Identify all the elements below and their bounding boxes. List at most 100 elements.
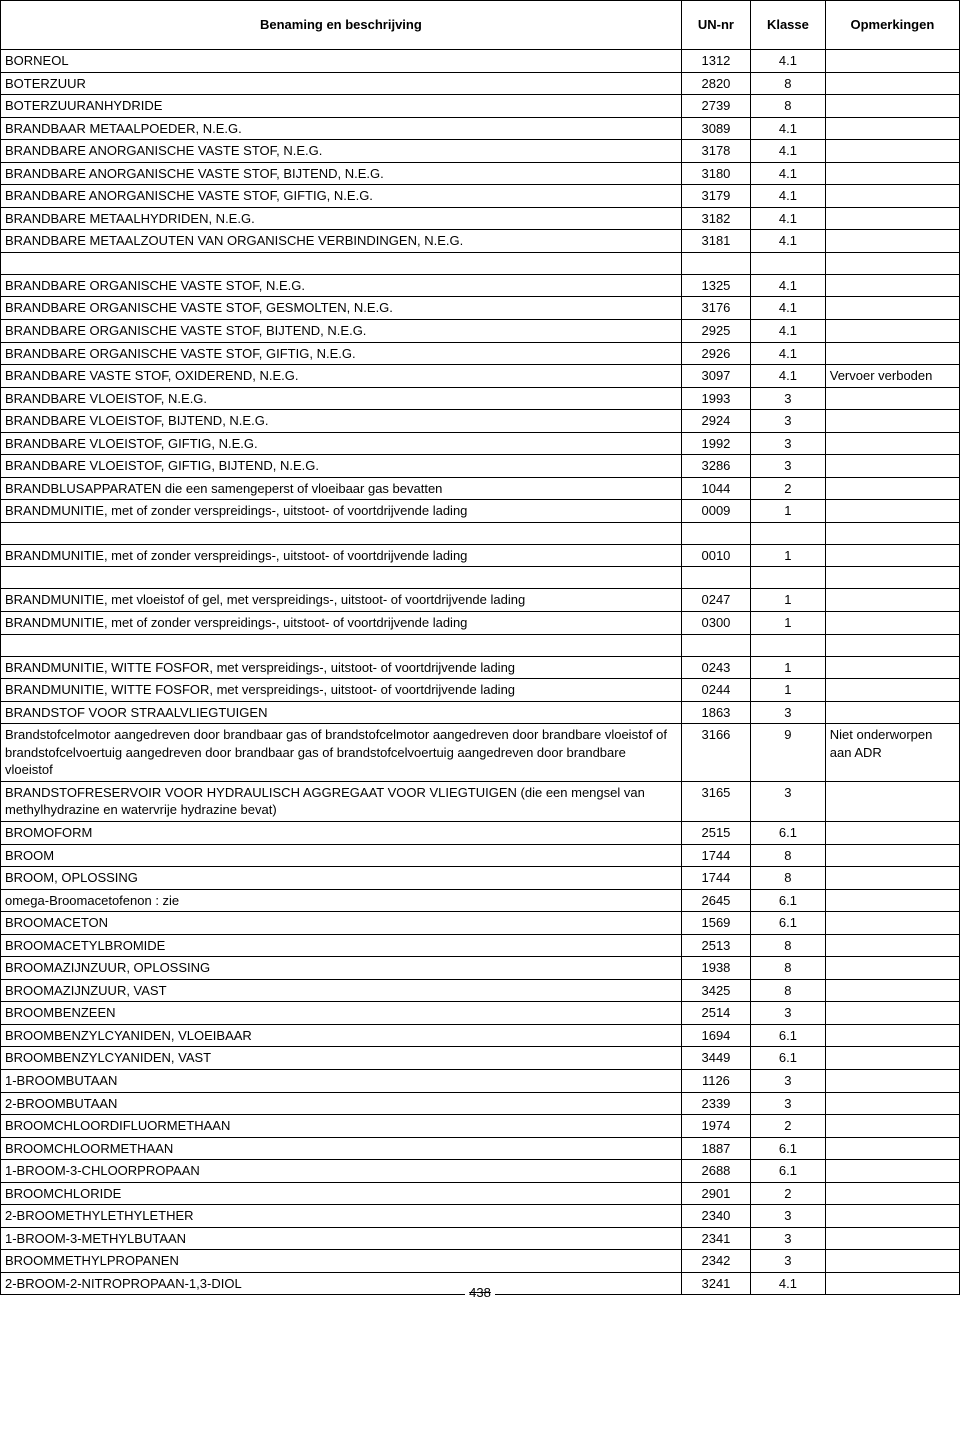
cell-klasse: 3 (751, 781, 826, 821)
empty-cell (1, 252, 682, 274)
table-row: BRANDBARE VASTE STOF, OXIDEREND, N.E.G.3… (1, 365, 960, 388)
table-row: omega-Broomacetofenon : zie26456.1 (1, 889, 960, 912)
cell-opm (825, 1227, 959, 1250)
header-un: UN-nr (681, 1, 750, 50)
cell-opm (825, 844, 959, 867)
cell-un: 0243 (681, 656, 750, 679)
cell-klasse: 6.1 (751, 1047, 826, 1070)
table-row: BROOMMETHYLPROPANEN23423 (1, 1250, 960, 1273)
header-row: Benaming en beschrijving UN-nr Klasse Op… (1, 1, 960, 50)
header-klasse: Klasse (751, 1, 826, 50)
cell-name: BRANDSTOFRESERVOIR VOOR HYDRAULISCH AGGR… (1, 781, 682, 821)
empty-cell (751, 252, 826, 274)
cell-name: 2-BROOMBUTAAN (1, 1092, 682, 1115)
cell-opm (825, 1024, 959, 1047)
cell-name: BROOM, OPLOSSING (1, 867, 682, 890)
table-row: BORNEOL13124.1 (1, 50, 960, 73)
table-row: BRANDMUNITIE, met of zonder verspreiding… (1, 612, 960, 635)
cell-opm (825, 274, 959, 297)
cell-name: BRANDMUNITIE, WITTE FOSFOR, met versprei… (1, 656, 682, 679)
cell-opm (825, 544, 959, 567)
empty-cell (681, 567, 750, 589)
cell-klasse: 3 (751, 387, 826, 410)
table-row: 1-BROOM-3-CHLOORPROPAAN26886.1 (1, 1160, 960, 1183)
empty-cell (751, 522, 826, 544)
cell-opm (825, 95, 959, 118)
cell-un: 2820 (681, 72, 750, 95)
cell-name: BRANDBARE ORGANISCHE VASTE STOF, BIJTEND… (1, 320, 682, 343)
cell-klasse: 6.1 (751, 912, 826, 935)
cell-opm (825, 821, 959, 844)
cell-klasse: 4.1 (751, 162, 826, 185)
cell-un: 1887 (681, 1137, 750, 1160)
cell-klasse: 2 (751, 1115, 826, 1138)
cell-klasse: 8 (751, 844, 826, 867)
cell-un: 1126 (681, 1069, 750, 1092)
cell-name: BRANDBARE VLOEISTOF, BIJTEND, N.E.G. (1, 410, 682, 433)
cell-opm (825, 701, 959, 724)
cell-un: 2926 (681, 342, 750, 365)
cell-un: 1044 (681, 477, 750, 500)
cell-opm (825, 342, 959, 365)
cell-klasse: 3 (751, 1092, 826, 1115)
cell-klasse: 3 (751, 701, 826, 724)
cell-un: 2340 (681, 1205, 750, 1228)
cell-opm (825, 455, 959, 478)
table-row: BRANDBARE VLOEISTOF, GIFTIG, N.E.G.19923 (1, 432, 960, 455)
cell-klasse: 9 (751, 724, 826, 782)
cell-klasse: 4.1 (751, 185, 826, 208)
empty-cell (1, 567, 682, 589)
cell-klasse: 1 (751, 656, 826, 679)
table-row (1, 567, 960, 589)
cell-un: 1938 (681, 957, 750, 980)
cell-un: 1325 (681, 274, 750, 297)
table-row: BRANDMUNITIE, WITTE FOSFOR, met versprei… (1, 656, 960, 679)
cell-name: BRANDMUNITIE, WITTE FOSFOR, met versprei… (1, 679, 682, 702)
cell-name: BRANDBARE ANORGANISCHE VASTE STOF, N.E.G… (1, 140, 682, 163)
cell-un: 2342 (681, 1250, 750, 1273)
cell-opm (825, 477, 959, 500)
cell-opm (825, 979, 959, 1002)
empty-cell (751, 567, 826, 589)
table-row: BRANDBAAR METAALPOEDER, N.E.G.30894.1 (1, 117, 960, 140)
cell-opm (825, 185, 959, 208)
cell-name: Brandstofcelmotor aangedreven door brand… (1, 724, 682, 782)
cell-name: BOTERZUURANHYDRIDE (1, 95, 682, 118)
cell-un: 1863 (681, 701, 750, 724)
cell-un: 3180 (681, 162, 750, 185)
cell-un: 3181 (681, 230, 750, 253)
cell-klasse: 6.1 (751, 889, 826, 912)
cell-klasse: 1 (751, 612, 826, 635)
empty-cell (1, 522, 682, 544)
cell-opm (825, 297, 959, 320)
table-row: BROOMCHLORIDE29012 (1, 1182, 960, 1205)
table-row: BROOMAZIJNZUUR, VAST34258 (1, 979, 960, 1002)
cell-opm (825, 1160, 959, 1183)
cell-klasse: 1 (751, 500, 826, 523)
cell-opm (825, 117, 959, 140)
data-table: Benaming en beschrijving UN-nr Klasse Op… (0, 0, 960, 1295)
table-row: BRANDSTOFRESERVOIR VOOR HYDRAULISCH AGGR… (1, 781, 960, 821)
table-row: BRANDBARE ORGANISCHE VASTE STOF, GIFTIG,… (1, 342, 960, 365)
cell-opm (825, 432, 959, 455)
cell-opm (825, 912, 959, 935)
cell-opm (825, 230, 959, 253)
empty-cell (751, 634, 826, 656)
cell-name: BROOMCHLORIDE (1, 1182, 682, 1205)
cell-name: BRANDBARE VLOEISTOF, GIFTIG, N.E.G. (1, 432, 682, 455)
cell-un: 2341 (681, 1227, 750, 1250)
cell-name: 1-BROOM-3-CHLOORPROPAAN (1, 1160, 682, 1183)
cell-opm (825, 140, 959, 163)
cell-opm (825, 1115, 959, 1138)
cell-un: 2924 (681, 410, 750, 433)
cell-opm (825, 589, 959, 612)
table-row: BROOM17448 (1, 844, 960, 867)
cell-un: 1744 (681, 867, 750, 890)
cell-opm (825, 1250, 959, 1273)
table-row: BRANDBARE METAALZOUTEN VAN ORGANISCHE VE… (1, 230, 960, 253)
page-number: 438 (0, 1285, 960, 1300)
empty-cell (825, 252, 959, 274)
cell-klasse: 4.1 (751, 117, 826, 140)
header-opm: Opmerkingen (825, 1, 959, 50)
cell-klasse: 4.1 (751, 342, 826, 365)
